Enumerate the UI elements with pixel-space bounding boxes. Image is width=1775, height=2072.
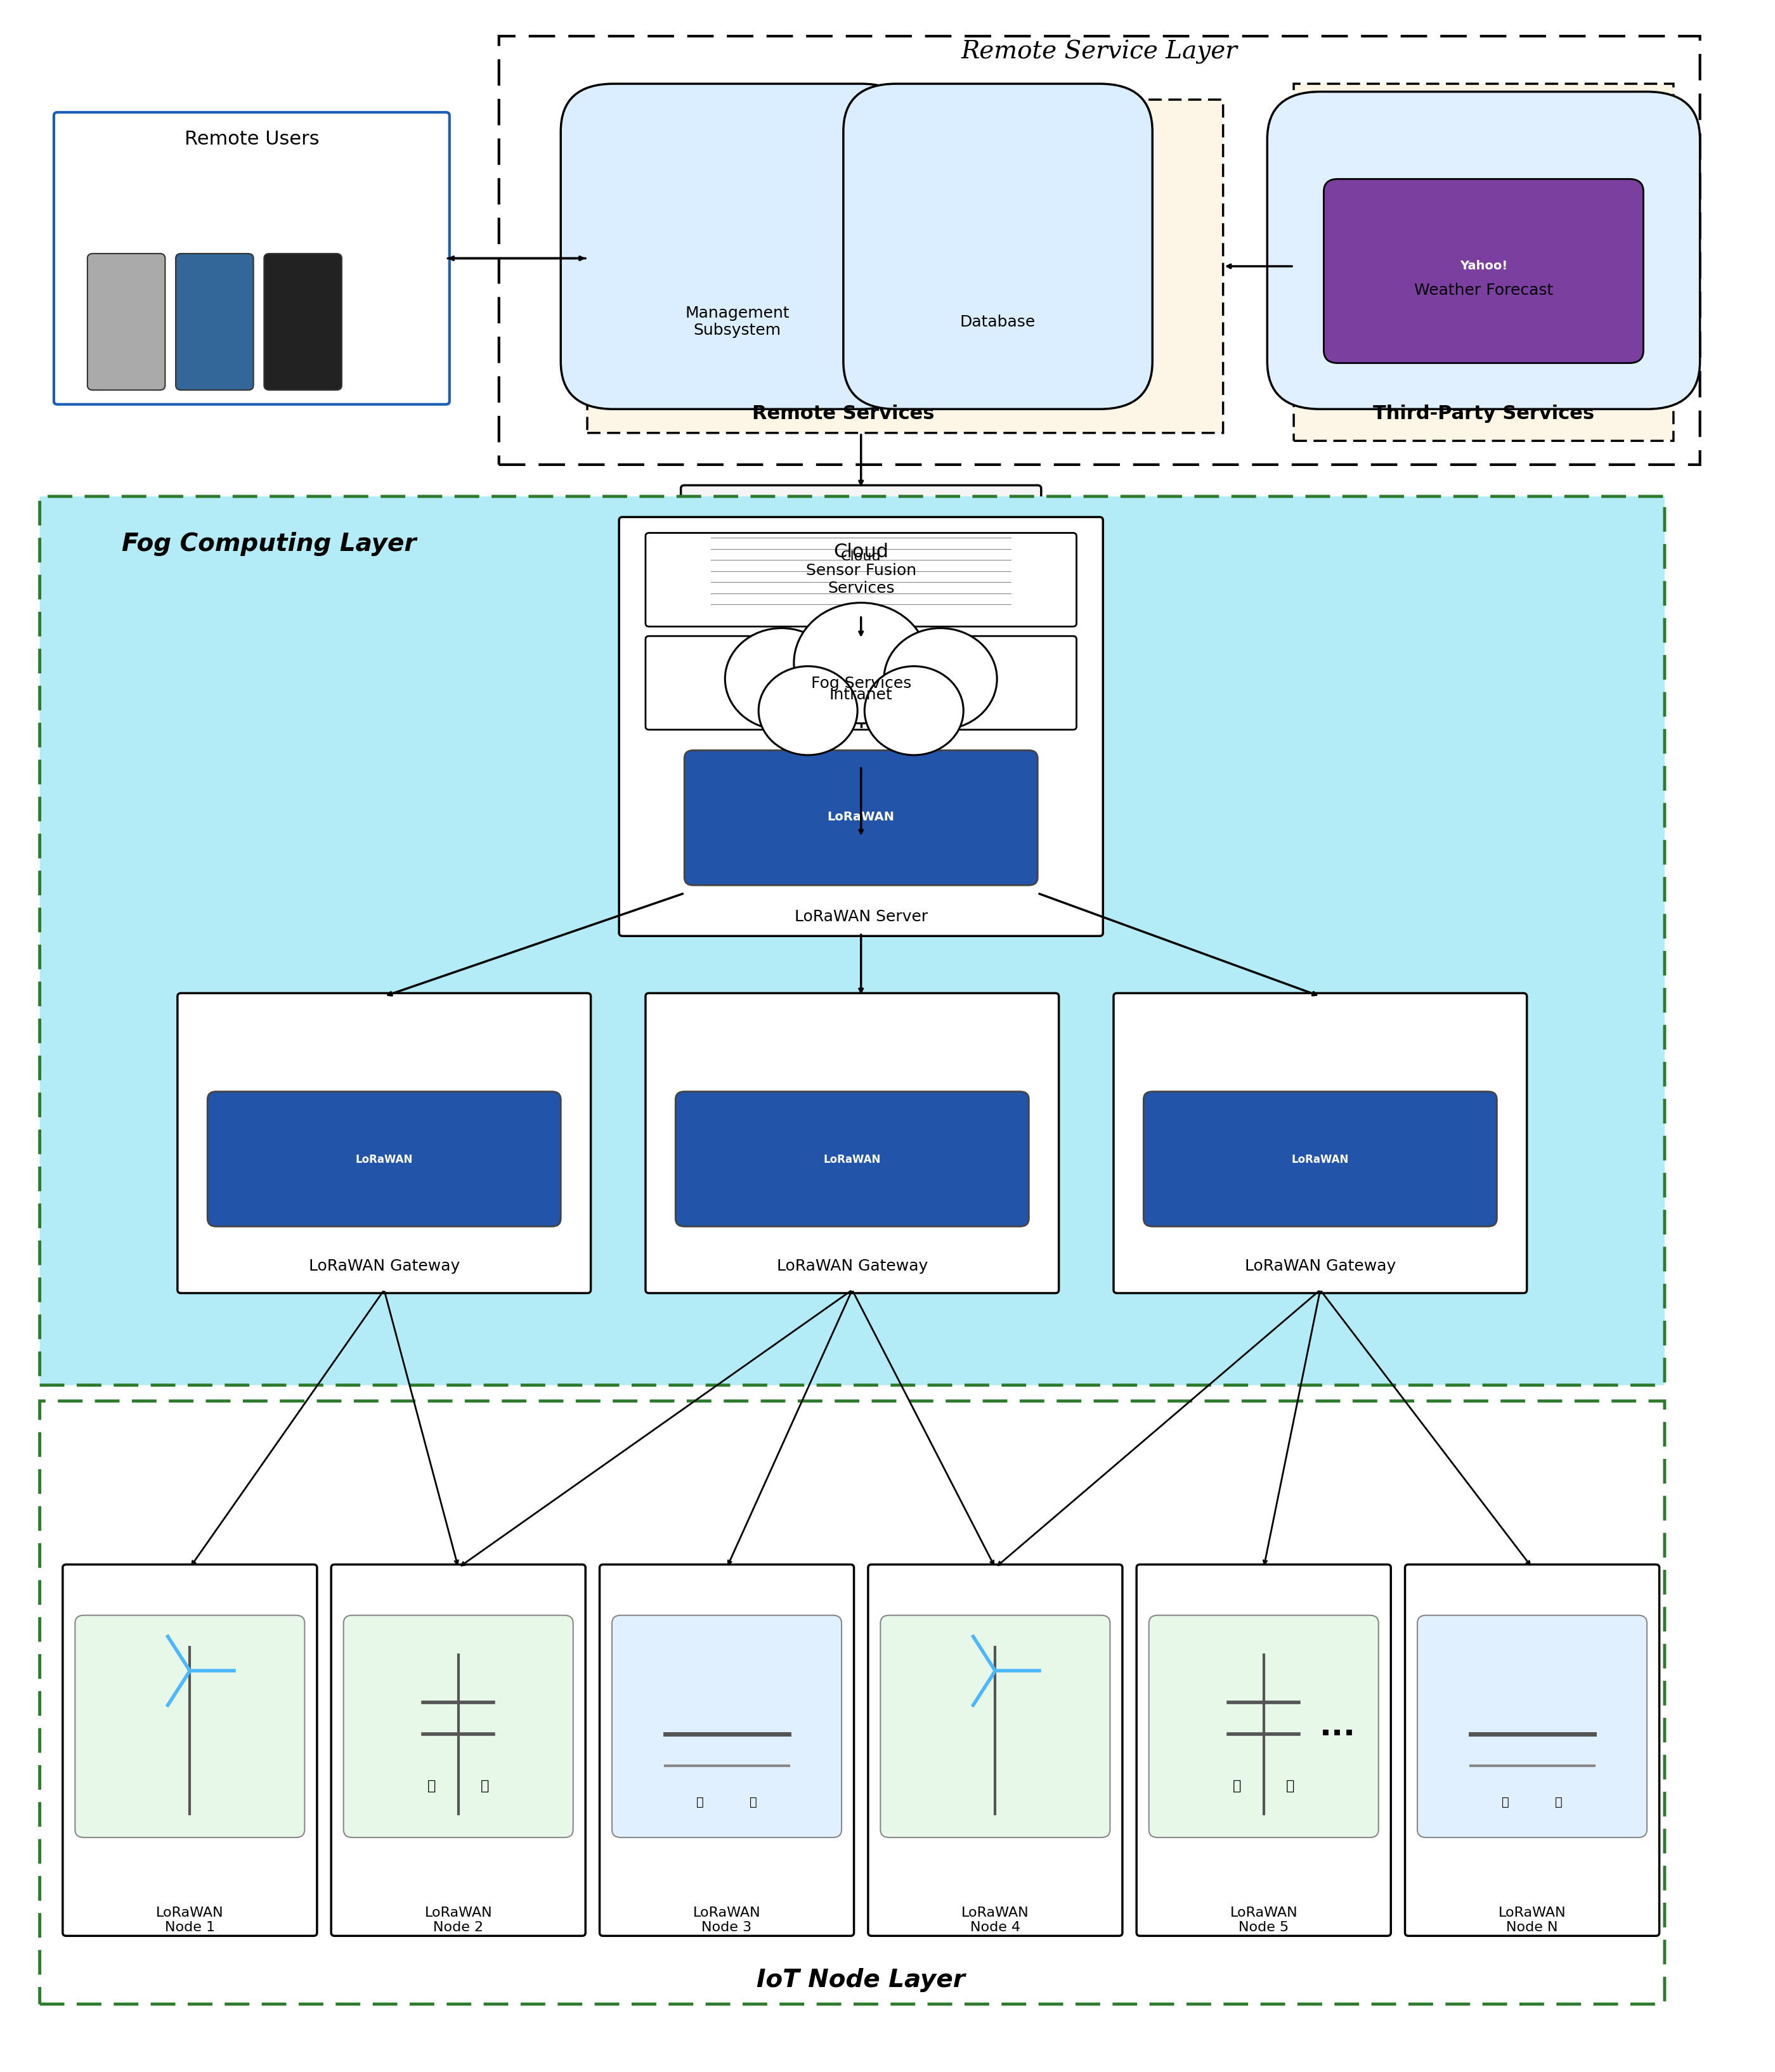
Text: LoRaWAN: LoRaWAN	[1292, 1154, 1349, 1164]
FancyBboxPatch shape	[646, 533, 1076, 626]
Text: LoRaWAN: LoRaWAN	[824, 1154, 880, 1164]
Text: LoRaWAN Server: LoRaWAN Server	[795, 910, 928, 924]
Text: Cloud: Cloud	[834, 543, 889, 562]
Text: LoRaWAN
Node 5: LoRaWAN Node 5	[1230, 1906, 1298, 1933]
Text: 💧: 💧	[1234, 1780, 1241, 1792]
Text: LoRaWAN: LoRaWAN	[355, 1154, 414, 1164]
FancyBboxPatch shape	[646, 636, 1076, 729]
Circle shape	[758, 667, 857, 754]
FancyBboxPatch shape	[685, 750, 1038, 885]
Text: Remote Services: Remote Services	[753, 404, 934, 423]
Circle shape	[793, 603, 928, 723]
FancyBboxPatch shape	[561, 83, 914, 408]
Text: 💧: 💧	[428, 1780, 437, 1792]
FancyBboxPatch shape	[75, 1616, 305, 1838]
Text: ...: ...	[1321, 1711, 1356, 1743]
Text: 💧: 💧	[1285, 1780, 1294, 1792]
Text: LoRaWAN
Node N: LoRaWAN Node N	[1498, 1906, 1566, 1933]
Text: LoRaWAN
Node 1: LoRaWAN Node 1	[156, 1906, 224, 1933]
Text: LoRaWAN
Node 3: LoRaWAN Node 3	[692, 1906, 760, 1933]
FancyBboxPatch shape	[344, 1616, 573, 1838]
Text: 💧: 💧	[749, 1796, 756, 1809]
FancyBboxPatch shape	[1324, 178, 1644, 363]
FancyBboxPatch shape	[682, 485, 1042, 620]
FancyBboxPatch shape	[1267, 91, 1700, 408]
FancyBboxPatch shape	[1136, 1564, 1392, 1935]
Text: 💧: 💧	[1502, 1796, 1509, 1809]
FancyBboxPatch shape	[176, 253, 254, 390]
FancyBboxPatch shape	[676, 1092, 1030, 1227]
FancyBboxPatch shape	[264, 253, 343, 390]
FancyBboxPatch shape	[646, 992, 1060, 1293]
FancyBboxPatch shape	[39, 497, 1665, 1386]
FancyBboxPatch shape	[53, 112, 449, 404]
FancyBboxPatch shape	[178, 992, 591, 1293]
FancyBboxPatch shape	[87, 253, 165, 390]
FancyBboxPatch shape	[1113, 992, 1526, 1293]
Text: LoRaWAN Gateway: LoRaWAN Gateway	[309, 1258, 460, 1274]
FancyBboxPatch shape	[1294, 83, 1674, 441]
Circle shape	[884, 628, 998, 729]
Text: 💧: 💧	[481, 1780, 490, 1792]
FancyBboxPatch shape	[588, 99, 1223, 433]
FancyBboxPatch shape	[843, 83, 1152, 408]
FancyBboxPatch shape	[1406, 1564, 1660, 1935]
Text: LoRaWAN Gateway: LoRaWAN Gateway	[1244, 1258, 1395, 1274]
Text: IoT Node Layer: IoT Node Layer	[756, 1968, 966, 1993]
FancyBboxPatch shape	[1418, 1616, 1647, 1838]
Text: Sensor Fusion
Services: Sensor Fusion Services	[806, 564, 916, 597]
Circle shape	[864, 667, 964, 754]
FancyBboxPatch shape	[499, 35, 1700, 464]
FancyBboxPatch shape	[332, 1564, 586, 1935]
Text: Cloud: Cloud	[841, 551, 880, 564]
Text: Remote Service Layer: Remote Service Layer	[962, 39, 1237, 64]
Text: Management
Subsystem: Management Subsystem	[685, 305, 790, 338]
FancyBboxPatch shape	[208, 1092, 561, 1227]
FancyBboxPatch shape	[1143, 1092, 1496, 1227]
FancyBboxPatch shape	[868, 1564, 1122, 1935]
FancyBboxPatch shape	[612, 1616, 841, 1838]
Text: LoRaWAN
Node 2: LoRaWAN Node 2	[424, 1906, 492, 1933]
Text: Yahoo!: Yahoo!	[1459, 261, 1507, 271]
FancyBboxPatch shape	[62, 1564, 318, 1935]
Text: 💧: 💧	[696, 1796, 705, 1809]
Circle shape	[724, 628, 838, 729]
Text: 💧: 💧	[1555, 1796, 1562, 1809]
Text: Database: Database	[960, 315, 1035, 329]
FancyBboxPatch shape	[1148, 1616, 1379, 1838]
Text: LoRaWAN Gateway: LoRaWAN Gateway	[777, 1258, 928, 1274]
Text: LoRaWAN: LoRaWAN	[827, 810, 895, 823]
FancyBboxPatch shape	[619, 518, 1102, 937]
FancyBboxPatch shape	[880, 1616, 1109, 1838]
Text: Fog Computing Layer: Fog Computing Layer	[122, 533, 417, 555]
Text: Fog Services: Fog Services	[811, 675, 911, 692]
Text: Remote Users: Remote Users	[185, 131, 320, 149]
Text: Weather Forecast: Weather Forecast	[1415, 282, 1553, 298]
FancyBboxPatch shape	[699, 518, 1024, 611]
Text: Intranet: Intranet	[829, 688, 893, 702]
FancyBboxPatch shape	[600, 1564, 854, 1935]
Text: LoRaWAN
Node 4: LoRaWAN Node 4	[962, 1906, 1029, 1933]
FancyBboxPatch shape	[39, 1401, 1665, 2004]
Text: Third-Party Services: Third-Party Services	[1372, 404, 1594, 423]
